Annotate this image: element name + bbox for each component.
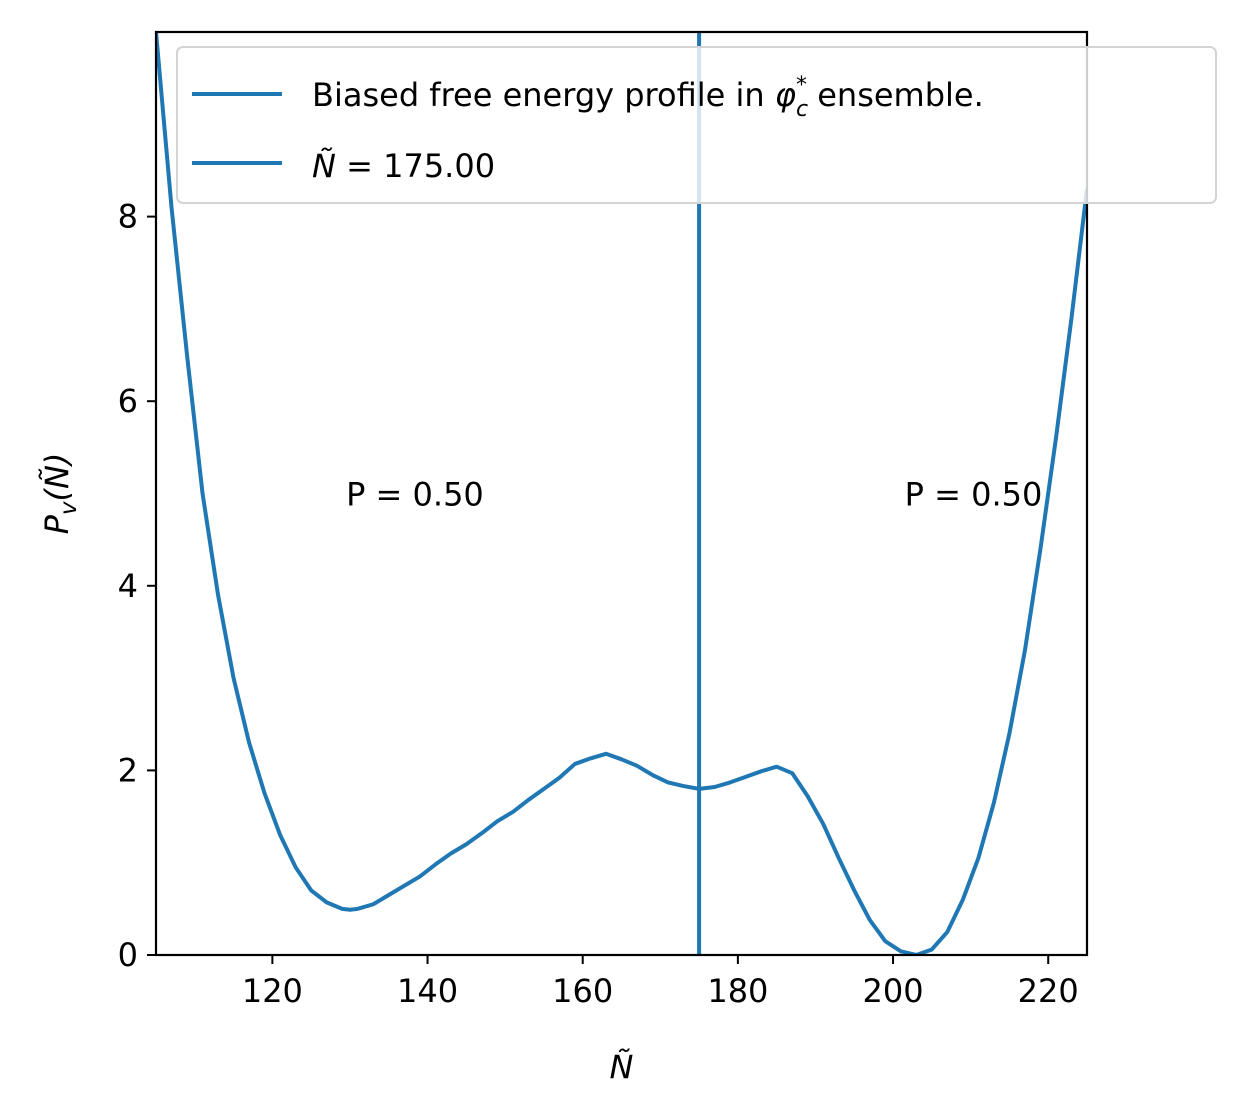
y-axis-label: Pv(Ñ)	[38, 453, 82, 535]
x-tick-label: 220	[1018, 972, 1079, 1010]
y-tick-label: 4	[118, 567, 138, 605]
x-tick-label: 140	[397, 972, 458, 1010]
legend-box	[176, 46, 1217, 204]
y-tick-label: 2	[118, 751, 138, 789]
annotation-right-probability: P = 0.50	[905, 476, 1043, 514]
y-tick-label: 0	[118, 936, 138, 974]
legend: Biased free energy profile in φc* ensemb…	[176, 46, 1217, 204]
y-tick-label: 6	[118, 382, 138, 420]
x-axis-label: Ñ	[610, 1048, 634, 1086]
free-energy-profile-line-0	[156, 32, 1087, 955]
legend-entry-vline: Ñ = 175.00	[312, 147, 495, 185]
x-tick-label: 160	[552, 972, 613, 1010]
y-tick-label: 8	[118, 198, 138, 236]
axes: 120 140 160 180 200 220 0 2 4 6 8	[118, 30, 1089, 1010]
x-tick-label: 200	[863, 972, 924, 1010]
x-tick-label: 180	[707, 972, 768, 1010]
annotations: P = 0.50 P = 0.50	[346, 476, 1042, 514]
x-tick-label: 120	[242, 972, 303, 1010]
legend-entry-profile: Biased free energy profile in φc* ensemb…	[312, 73, 984, 122]
annotation-left-probability: P = 0.50	[346, 476, 484, 514]
axes-frame	[154, 30, 1089, 957]
